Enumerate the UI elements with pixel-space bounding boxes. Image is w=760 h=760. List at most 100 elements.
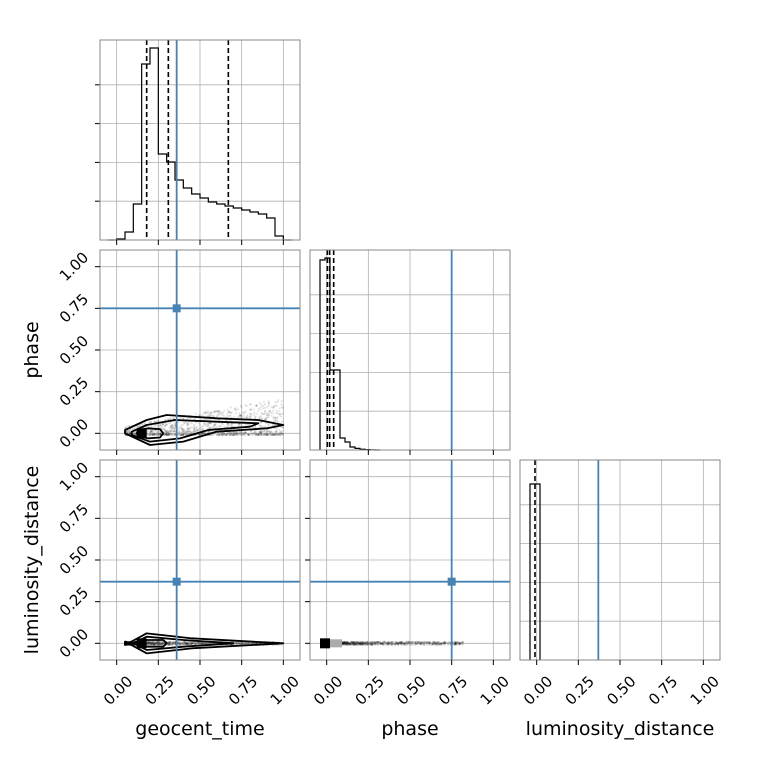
sample-point xyxy=(164,424,167,427)
sample-point xyxy=(182,430,185,433)
sample-point xyxy=(182,433,185,436)
sample-point xyxy=(221,431,224,434)
sample-point xyxy=(170,432,173,435)
sample-point xyxy=(149,433,152,436)
sample-point xyxy=(163,428,166,431)
sample-point xyxy=(232,415,235,418)
sample-point xyxy=(265,433,268,436)
sample-point xyxy=(210,411,213,414)
sample-point xyxy=(266,416,269,419)
sample-point xyxy=(226,432,229,435)
sample-point xyxy=(267,410,270,413)
sample-point xyxy=(352,641,355,644)
sample-point xyxy=(148,420,151,423)
y-axis-title-luminosity_distance: luminosity_distance xyxy=(21,466,43,655)
sample-point xyxy=(262,400,265,403)
sample-point xyxy=(172,429,175,432)
sample-point xyxy=(169,424,172,427)
sample-point xyxy=(182,433,185,436)
sample-point xyxy=(193,427,196,430)
sample-point xyxy=(223,426,226,429)
sample-point xyxy=(275,433,278,436)
sample-point xyxy=(240,406,243,409)
sample-point xyxy=(261,433,264,436)
sample-point xyxy=(181,430,184,433)
sample-point xyxy=(182,420,185,423)
sample-point xyxy=(220,425,223,428)
sample-point xyxy=(128,431,131,434)
x-tick-label: 0.75 xyxy=(645,672,681,708)
sample-point xyxy=(236,416,239,419)
sample-point xyxy=(156,641,159,644)
sample-point xyxy=(271,433,274,436)
sample-point xyxy=(161,422,164,425)
sample-point xyxy=(210,414,213,417)
sample-point xyxy=(128,424,131,427)
sample-point xyxy=(174,433,177,436)
sample-point xyxy=(228,432,231,435)
sample-point xyxy=(190,431,193,434)
y-tick-label: 0.75 xyxy=(56,290,92,326)
sample-point xyxy=(188,430,191,433)
sample-point xyxy=(254,416,257,419)
sample-point xyxy=(232,433,235,436)
sample-point xyxy=(194,417,197,420)
sample-point xyxy=(265,406,268,409)
sample-point xyxy=(194,430,197,433)
sample-point xyxy=(125,643,128,646)
sample-point xyxy=(265,433,268,436)
sample-point xyxy=(125,425,128,428)
sample-point xyxy=(237,433,240,436)
sample-point xyxy=(250,432,253,435)
sample-point xyxy=(186,643,189,646)
sample-point xyxy=(265,430,268,433)
sample-point xyxy=(218,425,221,428)
x-tick-label: 0.25 xyxy=(352,672,388,708)
sample-point xyxy=(274,431,277,434)
sample-point xyxy=(275,433,278,436)
sample-point xyxy=(275,432,278,435)
sample-point xyxy=(192,430,195,433)
sample-point xyxy=(186,429,189,432)
sample-point xyxy=(254,425,257,428)
sample-point xyxy=(260,421,263,424)
sample-point xyxy=(193,430,196,433)
sample-point xyxy=(267,430,270,433)
sample-point xyxy=(268,431,271,434)
sample-point xyxy=(281,406,284,409)
sample-point xyxy=(151,433,154,436)
sample-point xyxy=(165,429,168,432)
sample-point xyxy=(229,433,232,436)
sample-point xyxy=(158,424,161,427)
sample-point xyxy=(154,432,157,435)
sample-point xyxy=(281,433,284,436)
sample-point xyxy=(271,433,274,436)
sample-point xyxy=(238,431,241,434)
sample-point xyxy=(258,430,261,433)
sample-point xyxy=(227,411,230,414)
sample-point xyxy=(195,429,198,432)
sample-point xyxy=(251,413,254,416)
sample-point xyxy=(205,425,208,428)
sample-point xyxy=(229,433,232,436)
sample-point xyxy=(418,641,421,644)
sample-point xyxy=(174,427,177,430)
truth-marker xyxy=(172,577,181,586)
sample-point xyxy=(262,407,265,410)
sample-point xyxy=(186,423,189,426)
sample-point xyxy=(189,641,192,644)
sample-point xyxy=(157,430,160,433)
sample-point xyxy=(239,414,242,417)
sample-point xyxy=(231,433,234,436)
density-core xyxy=(136,428,147,439)
x-tick-label: 0.00 xyxy=(310,672,346,708)
sample-point xyxy=(141,423,144,426)
sample-point xyxy=(419,643,422,646)
sample-point xyxy=(260,431,263,434)
sample-point xyxy=(247,433,250,436)
sample-point xyxy=(146,433,149,436)
sample-point xyxy=(155,433,158,436)
sample-point xyxy=(267,414,270,417)
sample-point xyxy=(414,643,417,646)
sample-point xyxy=(193,427,196,430)
